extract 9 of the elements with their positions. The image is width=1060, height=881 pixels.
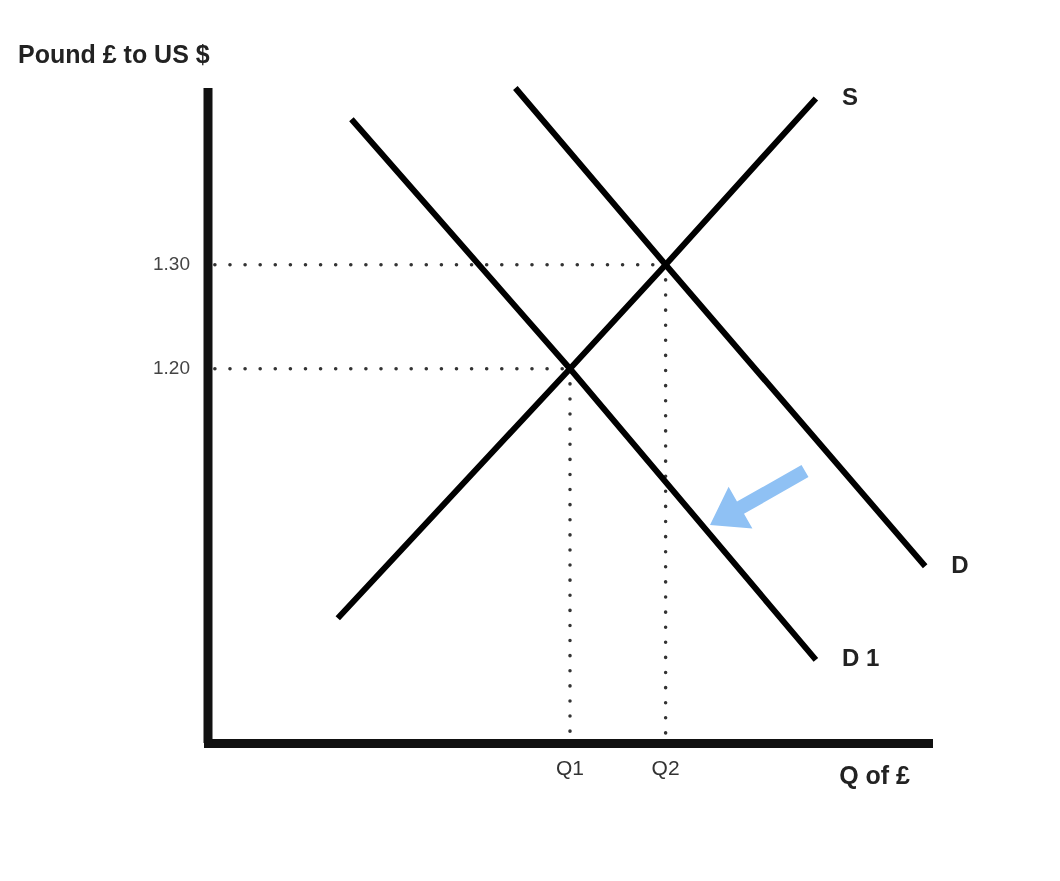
series-label: D: [951, 550, 969, 578]
y-tick-label: 1.30: [153, 252, 190, 274]
x-axis-title: Q of £: [839, 760, 911, 789]
series-label: S: [841, 83, 858, 111]
series-label: D 1: [841, 644, 880, 672]
x-tick-label: Q2: [651, 756, 680, 780]
y-tick-label: 1.20: [153, 356, 190, 378]
y-axis-title: Pound £ to US $: [18, 39, 210, 68]
x-tick-label: Q1: [555, 756, 585, 780]
